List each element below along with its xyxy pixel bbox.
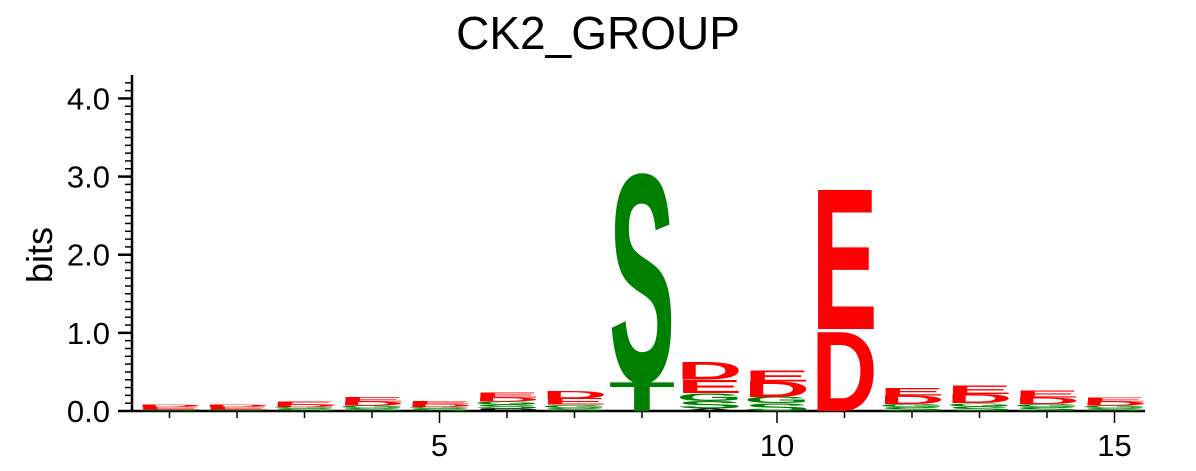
logo-letter-e: E — [1014, 389, 1080, 400]
x-tick-label: 15 — [1097, 428, 1131, 463]
logo-letter-e: E — [811, 146, 877, 372]
y-tick-label: 1.0 — [67, 316, 110, 351]
logo-letter-d: D — [204, 404, 270, 408]
logo-letter-e: E — [744, 368, 810, 385]
logo-letter-d: D — [136, 404, 202, 408]
logo-letter-e: E — [1081, 397, 1147, 403]
y-tick-label: 4.0 — [67, 81, 110, 116]
logo-letter-e: E — [339, 396, 405, 403]
y-axis-label: bits — [19, 227, 60, 283]
logo-letter-e: E — [271, 401, 337, 406]
logo-letter-e: E — [406, 400, 472, 405]
logo-letter-e: E — [879, 386, 945, 398]
x-tick-label: 10 — [760, 428, 794, 463]
logo-letter-e: E — [946, 383, 1012, 396]
y-tick-label: 3.0 — [67, 160, 110, 195]
y-tick-label: 2.0 — [67, 238, 110, 273]
logo-letter-e: E — [474, 391, 540, 400]
x-tick-label: 5 — [431, 428, 448, 463]
y-tick-label: 0.0 — [67, 394, 110, 429]
logo-letter-d: D — [541, 389, 607, 401]
logo-letter-s: S — [609, 113, 675, 445]
logo-letter-d: D — [676, 357, 742, 385]
